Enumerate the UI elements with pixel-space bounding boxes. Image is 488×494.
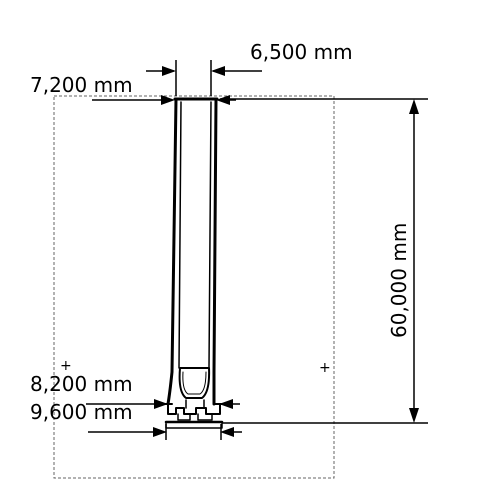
dimension-8200 xyxy=(86,399,240,409)
center-marker-right: + xyxy=(319,360,331,376)
dimension-7200 xyxy=(92,95,236,105)
center-marker-left: + xyxy=(60,358,72,374)
dimension-60000 xyxy=(220,98,428,424)
profile-section xyxy=(163,97,231,429)
dimension-6500 xyxy=(146,60,262,96)
dimension-9600 xyxy=(88,424,242,440)
label-6500: 6,500 mm xyxy=(250,40,353,64)
label-8200: 8,200 mm xyxy=(30,372,133,396)
bounding-frame xyxy=(53,95,335,479)
label-7200: 7,200 mm xyxy=(30,73,133,97)
label-60000: 60,000 mm xyxy=(387,223,411,338)
label-9600: 9,600 mm xyxy=(30,400,133,424)
